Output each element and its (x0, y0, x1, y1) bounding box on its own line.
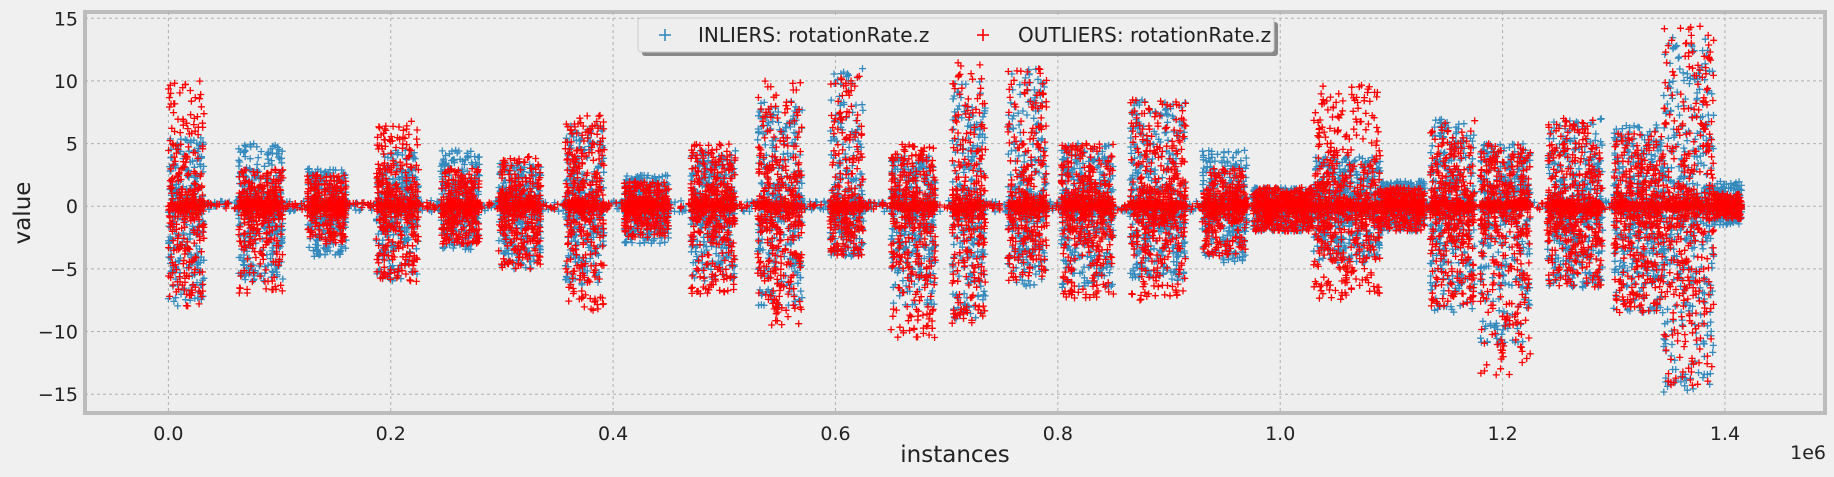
y-tick-label: 15 (54, 8, 78, 30)
legend-box (637, 17, 1275, 53)
x-tick-label: 0.4 (598, 423, 628, 445)
legend-marker-inliers (659, 29, 671, 41)
outlier-points (165, 22, 1746, 389)
y-tick-label: 5 (66, 134, 78, 156)
x-tick-label: 1.4 (1710, 423, 1740, 445)
outlier-markers (165, 22, 1746, 389)
x-tick-label: 1.2 (1487, 423, 1517, 445)
y-axis-ticks: 15 10 5 0 −5 −10 −15 (38, 8, 78, 406)
legend-marker-outliers (977, 29, 989, 41)
legend: INLIERS: rotationRate.z OUTLIERS: rotati… (637, 17, 1278, 56)
y-tick-label: 0 (66, 196, 78, 218)
x-tick-label: 0.8 (1043, 423, 1073, 445)
x-tick-label: 0.2 (376, 423, 406, 445)
legend-label-outliers: OUTLIERS: rotationRate.z (1018, 23, 1271, 47)
x-offset-label: 1e6 (1790, 442, 1826, 464)
y-tick-label: −5 (50, 259, 78, 281)
x-tick-label: 1.0 (1265, 423, 1295, 445)
y-tick-label: −10 (38, 322, 78, 344)
y-tick-label: −15 (38, 384, 78, 406)
x-axis-ticks: 0.0 0.2 0.4 0.6 0.8 1.0 1.2 1.4 (153, 423, 1740, 445)
y-tick-label: 10 (54, 71, 78, 93)
x-tick-label: 0.0 (153, 423, 183, 445)
x-tick-label: 0.6 (820, 423, 850, 445)
legend-label-inliers: INLIERS: rotationRate.z (698, 23, 929, 47)
x-axis-label: instances (900, 442, 1009, 468)
y-axis-label: value (10, 182, 36, 245)
